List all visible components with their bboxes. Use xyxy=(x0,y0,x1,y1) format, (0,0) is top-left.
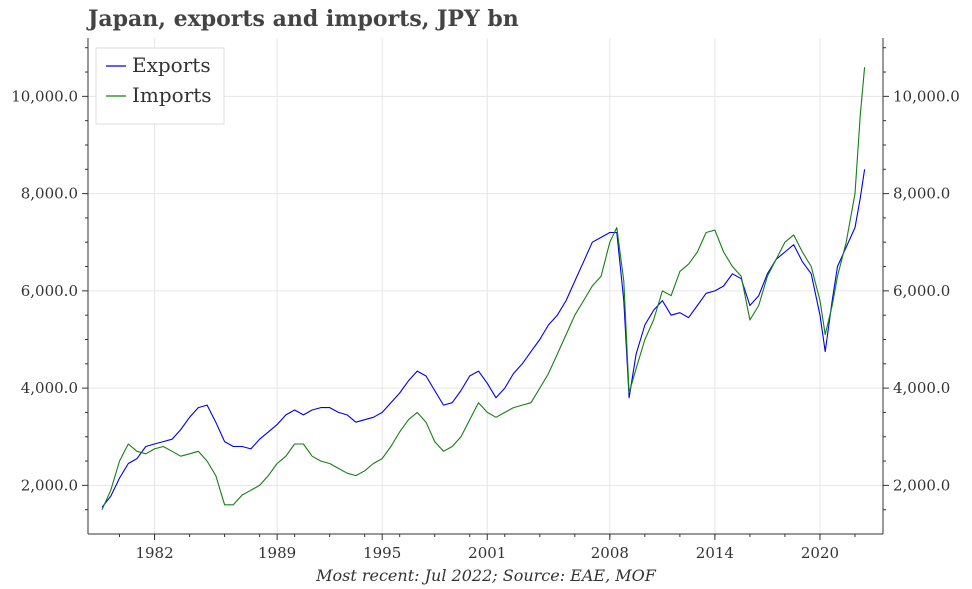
y-tick-label-left: 10,000.0 xyxy=(11,87,78,105)
source-caption: Most recent: Jul 2022; Source: EAE, MOF xyxy=(316,566,656,585)
y-tick-label-right: 2,000.0 xyxy=(893,476,950,494)
series-line-imports xyxy=(101,67,866,510)
x-tick-label: 1982 xyxy=(135,544,173,562)
chart-title: Japan, exports and imports, JPY bn xyxy=(88,6,519,32)
axes: 2,000.0 2,000.0 4,000.0 4,000.0 6,000.0 6,000… xyxy=(11,38,960,562)
legend-label-imports: Imports xyxy=(132,83,212,107)
legend-label-exports: Exports xyxy=(132,53,211,77)
x-tick-label: 2014 xyxy=(696,544,734,562)
y-tick-label-left: 6,000.0 xyxy=(21,282,78,300)
legend-box xyxy=(95,47,225,125)
y-tick-label-right: 4,000.0 xyxy=(893,379,950,397)
x-tick-label: 1989 xyxy=(258,544,296,562)
legend: Exports Imports xyxy=(95,47,225,125)
y-tick-label-left: 4,000.0 xyxy=(21,379,78,397)
series-line-exports xyxy=(101,169,866,508)
series-lines xyxy=(101,67,866,510)
y-tick-label-right: 10,000.0 xyxy=(893,87,960,105)
y-tick-label-left: 8,000.0 xyxy=(21,185,78,203)
x-tick-label: 2001 xyxy=(468,544,506,562)
y-tick-label-right: 8,000.0 xyxy=(893,185,950,203)
x-tick-label: 1995 xyxy=(363,544,401,562)
x-tick-label: 2020 xyxy=(801,544,839,562)
y-tick-label-right: 6,000.0 xyxy=(893,282,950,300)
x-tick-label: 2008 xyxy=(591,544,629,562)
y-tick-label-left: 2,000.0 xyxy=(21,476,78,494)
grid-lines xyxy=(88,38,883,534)
